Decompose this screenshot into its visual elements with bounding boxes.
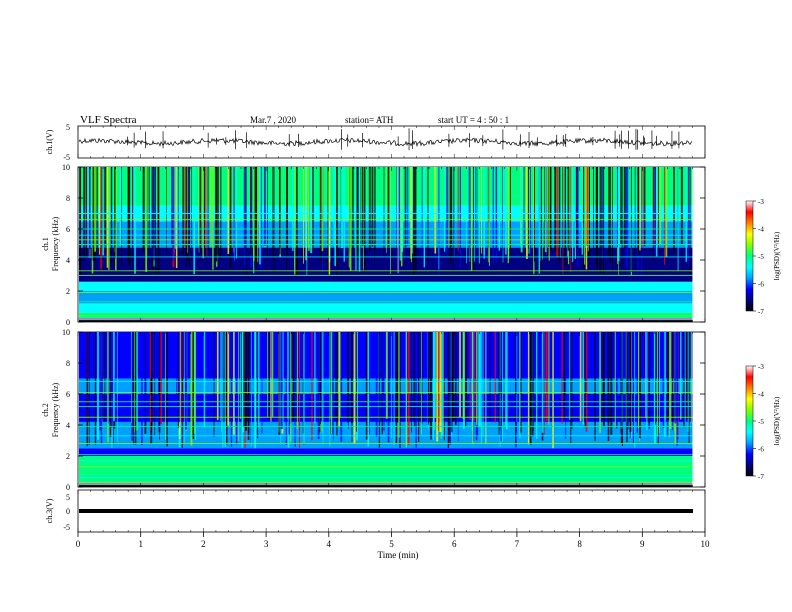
spectrogram-band (79, 312, 693, 322)
x-axis: 0 1 2 3 4 5 6 7 8 9 10 (76, 126, 710, 549)
ch3-volt-label: ch.3(V) (45, 498, 54, 523)
spectrogram-blank (692, 167, 705, 322)
colorbar-tick-label: -7 (758, 473, 764, 481)
ch1-freq-label: Frequency (kHz) (51, 216, 60, 271)
colorbar-tick-label: -6 (758, 281, 764, 289)
ch1-waveform-line (78, 137, 693, 148)
spectrogram-band (79, 247, 693, 282)
y-tick-label: 4 (66, 421, 70, 430)
y-tick-label: 0 (66, 483, 70, 492)
colorbar-tick-label: -4 (758, 226, 764, 234)
ch1-waveform-panel: 5 -5 ch.1(V) (45, 123, 706, 162)
ch1-freq-label-ch: ch.1 (41, 237, 50, 251)
spectrogram-band (79, 221, 693, 248)
spectrogram-band (79, 291, 693, 304)
y-tick-label: 8 (66, 194, 70, 203)
colorbar-tick-label: -6 (758, 446, 764, 454)
x-tick-label: 7 (515, 539, 520, 549)
ch1-colorbar: -3 -4 -5 -6 -7 log(PSD)(V²/Hz) (745, 198, 781, 316)
ch3-ytick-5: 5 (66, 493, 70, 502)
ch3-ytick-neg5: -5 (63, 523, 70, 532)
x-tick-label: 2 (201, 539, 206, 549)
colorbar-tick-label: -5 (758, 418, 764, 426)
spectrogram-band (79, 378, 693, 394)
colorbar-label: log(PSD)(V²/Hz) (773, 231, 781, 280)
x-tick-label: 6 (452, 539, 457, 549)
y-tick-label: 0 (66, 318, 70, 327)
colorbar-label: log(PSD)(V²/Hz) (773, 396, 781, 445)
ch1-spectrogram-panel: 0 2 4 6 8 10 ch.1 Frequency (kHz) (41, 163, 706, 327)
ch2-spectrogram-panel: 0 2 4 6 8 10 ch.2 Frequency (kHz) (41, 328, 706, 492)
spectrogram-band (79, 303, 693, 313)
ch1-ytick-5: 5 (66, 123, 70, 132)
colorbar-gradient (745, 200, 754, 312)
start-ut-label: start UT = 4 : 50 : 1 (438, 115, 509, 125)
y-tick-label: 10 (62, 163, 70, 172)
y-tick-label: 6 (66, 390, 70, 399)
x-tick-label: 9 (640, 539, 645, 549)
y-tick-label: 4 (66, 256, 70, 265)
chart-title: VLF Spectra (80, 114, 137, 126)
ch1-spectrogram-image (79, 167, 705, 322)
ch2-colorbar: -3 -4 -5 -6 -7 log(PSD)(V²/Hz) (745, 363, 781, 481)
ch3-waveform-panel: 5 0 -5 ch.3(V) (45, 489, 706, 533)
colorbar-gradient (745, 365, 754, 477)
colorbar-tick-label: -7 (758, 308, 764, 316)
ch1-waveform-trace (78, 128, 693, 151)
x-tick-label: 4 (327, 539, 332, 549)
x-tick-label: 5 (389, 539, 394, 549)
spectrogram-band (79, 332, 693, 379)
x-axis-label: Time (min) (378, 550, 419, 560)
date-label: Mar.7 , 2020 (250, 115, 296, 125)
ch2-spectrogram-image (79, 332, 705, 487)
spectrogram-band (79, 448, 693, 456)
spectrogram-blank (692, 332, 705, 487)
x-tick-label: 1 (138, 539, 143, 549)
x-tick-label: 0 (76, 539, 81, 549)
colorbar-tick-label: -3 (758, 363, 764, 371)
y-tick-label: 6 (66, 225, 70, 234)
x-tick-label: 8 (577, 539, 582, 549)
y-tick-label: 8 (66, 359, 70, 368)
ch3-ytick-0: 0 (66, 507, 70, 516)
y-tick-label: 10 (62, 328, 70, 337)
ch2-freq-label-ch: ch.2 (41, 403, 50, 417)
ch3-waveform-trace (79, 509, 693, 513)
colorbar-tick-label: -5 (758, 253, 764, 261)
y-tick-label: 2 (66, 452, 70, 461)
x-tick-label: 10 (701, 539, 711, 549)
spectrogram-band (79, 167, 693, 206)
colorbar-tick-label: -3 (758, 198, 764, 206)
ch1-ytick-neg5: -5 (63, 153, 70, 162)
spectrogram-band (79, 320, 693, 322)
ch1-volt-label: ch.1(V) (45, 129, 54, 154)
x-tick-label: 3 (264, 539, 269, 549)
y-tick-label: 2 (66, 287, 70, 296)
colorbar-tick-label: -4 (758, 391, 764, 399)
spectrogram-band (79, 485, 693, 487)
station-label: station= ATH (345, 115, 394, 125)
ch2-freq-label: Frequency (kHz) (51, 382, 60, 437)
